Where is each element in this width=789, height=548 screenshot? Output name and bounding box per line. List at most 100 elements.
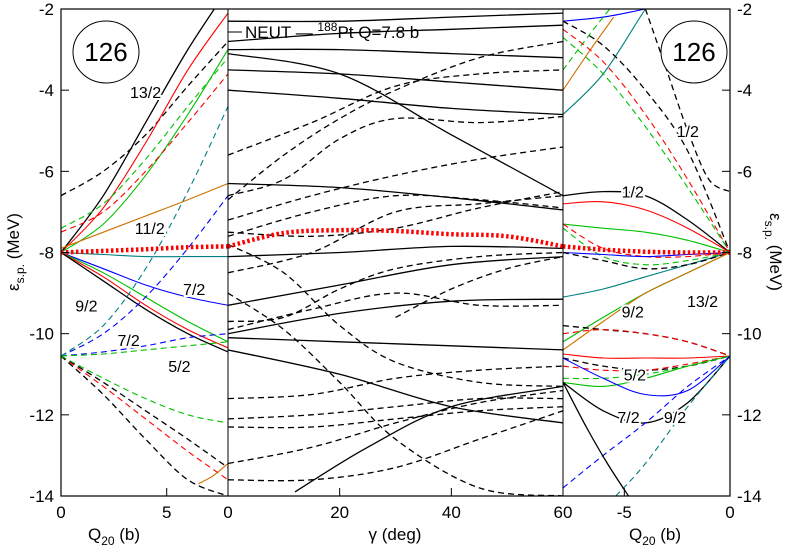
level-curve-right-64: [563, 251, 730, 258]
level-curve-right-77: [563, 355, 730, 397]
level-curve-middle-26: [228, 52, 563, 197]
y-tick-label-left: -8: [39, 244, 54, 263]
level-curve-middle-50: [395, 255, 563, 318]
level-curve-right-60: [563, 201, 730, 253]
chart-title: NEUT — 188Pt Q=7.8 b: [245, 20, 419, 42]
magic-number-left: 126: [84, 37, 127, 67]
level-curve-right-68: [563, 252, 730, 351]
level-curve-right-76: [563, 355, 730, 424]
y-tick-label-left: -12: [29, 406, 54, 425]
level-curve-middle-28: [228, 245, 563, 258]
level-curve-left-12: [61, 195, 228, 357]
y-tick-label-right: -6: [737, 162, 752, 181]
y-axis-title-left: εs.p. (MeV): [4, 213, 27, 291]
y-tick-label-right: -12: [737, 406, 762, 425]
fermi-level-left: [61, 244, 228, 255]
level-curve-left-0: [61, 41, 228, 197]
y-axis-title-right: εs.p. (MeV): [762, 213, 785, 291]
y-tick-label-left: -2: [39, 0, 54, 19]
level-curve-middle-39: [228, 194, 563, 237]
level-label-right-9: 13/2: [687, 294, 718, 311]
level-curve-middle-44: [228, 365, 563, 400]
level-curve-right-57: [563, 36, 730, 253]
level-curve-right-79: [615, 355, 730, 496]
level-curve-left-15: [61, 341, 228, 357]
level-curve-right-53: [563, 16, 615, 91]
level-curve-right-65: [563, 251, 730, 298]
level-label-right-6: 1/2: [677, 124, 699, 141]
level-curve-middle-25: [228, 89, 563, 116]
level-curve-middle-42: [228, 292, 563, 331]
level-curve-left-20: [198, 463, 228, 485]
x-axis-title-right: Q20 (b): [629, 525, 681, 548]
level-curve-right-58: [644, 9, 730, 193]
level-curve-left-2: [61, 12, 228, 253]
level-curve-left-6: [61, 182, 228, 249]
y-tick-label-left: -10: [29, 325, 54, 344]
level-curve-left-8: [61, 251, 228, 306]
fermi-level-right: [563, 244, 730, 255]
level-curve-left-19: [61, 355, 228, 424]
fermi-level-middle: [228, 227, 563, 249]
level-curve-middle-24: [228, 69, 563, 91]
level-label-right-7: 1/2: [622, 185, 644, 202]
level-label-left-4: 7/2: [118, 333, 140, 350]
y-tick-label-right: -8: [737, 244, 752, 263]
level-curve-right-71: [563, 353, 730, 359]
level-curve-left-1: [61, 49, 228, 253]
level-curve-right-59: [563, 190, 730, 254]
level-curve-right-70: [563, 329, 730, 357]
magic-number-circle-left: [72, 20, 140, 84]
x-tick-label-middle: 40: [442, 503, 461, 522]
level-curve-middle-23: [228, 48, 563, 59]
x-tick-label-middle: 20: [330, 503, 349, 522]
level-curve-middle-21: [228, 12, 563, 23]
level-label-right-8: 9/2: [622, 304, 644, 321]
level-labels: 13/2 11/2 9/2 7/2 7/2 5/2 1/2 1/2 9/2 13/2 5/2 7/2 9…: [73, 83, 720, 429]
title-rest: Pt Q=7.8 b: [337, 23, 419, 42]
level-curve-left-7: [61, 251, 228, 258]
y-tick-label-right: -2: [737, 0, 752, 19]
level-curve-right-66: [563, 251, 730, 270]
x-tick-label-right: 0: [725, 503, 734, 522]
level-curve-middle-31: [228, 337, 563, 351]
level-curve-left-13: [61, 106, 228, 357]
level-curve-left-4: [61, 73, 228, 233]
level-curve-middle-41: [228, 251, 563, 323]
level-curve-middle-48: [228, 410, 563, 482]
magic-number-right: 126: [672, 37, 715, 67]
level-label-left-5: 5/2: [168, 359, 190, 376]
y-tick-label-right: -10: [737, 325, 762, 344]
level-label-left-3: 7/2: [183, 282, 205, 299]
level-curve-middle-49: [228, 292, 563, 496]
level-curve-middle-22: [228, 24, 563, 43]
level-curve-left-14: [61, 333, 228, 357]
title-mass-number: 188: [317, 20, 337, 34]
level-curve-right-51: [563, 9, 649, 22]
level-curves: [61, 9, 730, 496]
level-curve-left-11: [61, 251, 228, 353]
x-tick-label-middle: 60: [554, 503, 573, 522]
level-curve-middle-43: [228, 243, 563, 388]
level-curve-middle-34: [228, 40, 563, 201]
level-curve-left-17: [61, 355, 228, 481]
level-curve-left-5: [61, 57, 228, 229]
x-tick-label-left: 5: [162, 503, 171, 522]
y-tick-label-right: -14: [737, 487, 762, 506]
level-curve-middle-33: [294, 385, 563, 493]
level-curve-middle-27: [228, 182, 563, 211]
level-curve-right-55: [563, 20, 730, 253]
level-curve-right-74: [563, 355, 730, 380]
magic-number-circle-right: [660, 20, 728, 84]
level-curve-left-16: [61, 355, 228, 469]
axis-ticks: -2 -2-4 -4-6 -6-8 -8-10 -10-12 -12-14 -140 5 0 20 4…: [29, 0, 761, 522]
level-curve-middle-38: [228, 190, 563, 237]
level-label-right-11: 7/2: [617, 410, 639, 427]
x-axis-title-middle: γ (deg): [369, 525, 422, 544]
level-curve-right-52: [563, 9, 611, 71]
y-tick-label-left: -4: [39, 81, 54, 100]
y-tick-label-left: -6: [39, 162, 54, 181]
x-tick-label-right: -5: [617, 503, 632, 522]
